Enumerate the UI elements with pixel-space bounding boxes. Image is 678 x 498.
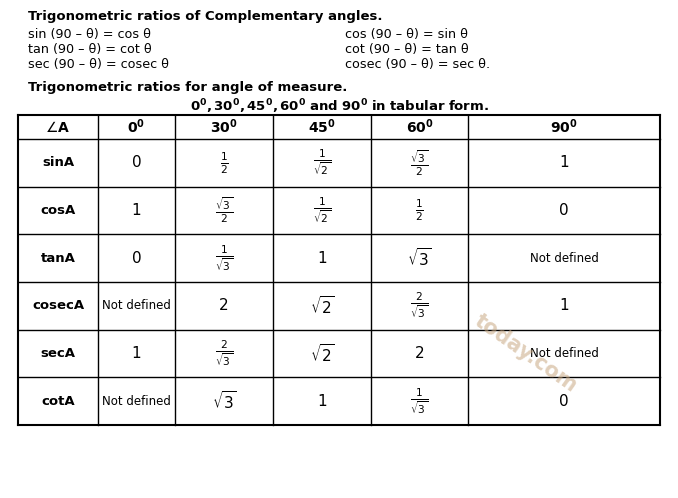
Text: cos (90 – θ) = sin θ: cos (90 – θ) = sin θ — [345, 28, 468, 41]
Text: 1: 1 — [317, 393, 327, 409]
Text: $\mathbf{0^0}$: $\mathbf{0^0}$ — [127, 118, 146, 136]
Text: $\frac{2}{\sqrt{3}}$: $\frac{2}{\sqrt{3}}$ — [215, 339, 233, 368]
Text: $\frac{1}{\sqrt{2}}$: $\frac{1}{\sqrt{2}}$ — [313, 196, 331, 225]
Text: 2: 2 — [219, 298, 228, 313]
Text: Not defined: Not defined — [102, 299, 171, 312]
Text: 0: 0 — [559, 203, 569, 218]
Text: today.com: today.com — [471, 311, 580, 396]
Text: 1: 1 — [317, 250, 327, 265]
Text: 2: 2 — [415, 346, 424, 361]
Text: $\mathbf{60^0}$: $\mathbf{60^0}$ — [405, 118, 433, 136]
Text: secA: secA — [41, 347, 75, 360]
Text: 1: 1 — [132, 203, 141, 218]
Text: $\mathbf{0^0}$$\mathbf{, 30^0, 45^0, 60^0\ and\ 90^0\ in\ tabular\ form.}$: $\mathbf{0^0}$$\mathbf{, 30^0, 45^0, 60^… — [190, 97, 488, 116]
Text: tanA: tanA — [41, 251, 75, 264]
Text: $\frac{2}{\sqrt{3}}$: $\frac{2}{\sqrt{3}}$ — [410, 291, 428, 320]
Text: $\angle$A: $\angle$A — [45, 120, 71, 134]
Text: 0: 0 — [132, 250, 141, 265]
Text: cot (90 – θ) = tan θ: cot (90 – θ) = tan θ — [345, 43, 468, 56]
Bar — [18, 115, 660, 425]
Text: 0: 0 — [132, 155, 141, 170]
Text: $\mathbf{45^0}$: $\mathbf{45^0}$ — [308, 118, 336, 136]
Text: $\frac{\sqrt{3}}{2}$: $\frac{\sqrt{3}}{2}$ — [410, 148, 428, 178]
Text: Trigonometric ratios of Complementary angles.: Trigonometric ratios of Complementary an… — [28, 10, 382, 23]
Text: cosec (90 – θ) = sec θ.: cosec (90 – θ) = sec θ. — [345, 58, 490, 71]
Text: $\sqrt{3}$: $\sqrt{3}$ — [407, 247, 432, 269]
Text: $\frac{1}{\sqrt{3}}$: $\frac{1}{\sqrt{3}}$ — [215, 244, 233, 273]
Text: sin (90 – θ) = cos θ: sin (90 – θ) = cos θ — [28, 28, 151, 41]
Text: $\frac{1}{\sqrt{3}}$: $\frac{1}{\sqrt{3}}$ — [410, 386, 428, 416]
Text: $\sqrt{2}$: $\sqrt{2}$ — [310, 295, 334, 317]
Text: $\sqrt{3}$: $\sqrt{3}$ — [212, 390, 237, 412]
Text: $\mathbf{90^0}$: $\mathbf{90^0}$ — [550, 118, 578, 136]
Text: Not defined: Not defined — [530, 347, 599, 360]
Text: $\sqrt{2}$: $\sqrt{2}$ — [310, 343, 334, 365]
Text: $\frac{\sqrt{3}}{2}$: $\frac{\sqrt{3}}{2}$ — [215, 196, 233, 226]
Text: Not defined: Not defined — [530, 251, 599, 264]
Text: tan (90 – θ) = cot θ: tan (90 – θ) = cot θ — [28, 43, 152, 56]
Text: Trigonometric ratios for angle of measure.: Trigonometric ratios for angle of measur… — [28, 81, 347, 94]
Text: cosA: cosA — [41, 204, 76, 217]
Text: $\frac{1}{2}$: $\frac{1}{2}$ — [415, 198, 424, 223]
Text: $\frac{1}{\sqrt{2}}$: $\frac{1}{\sqrt{2}}$ — [313, 148, 331, 177]
Text: cotA: cotA — [41, 395, 75, 408]
Text: 1: 1 — [132, 346, 141, 361]
Text: $\mathbf{30^0}$: $\mathbf{30^0}$ — [210, 118, 238, 136]
Text: 0: 0 — [559, 393, 569, 409]
Text: 1: 1 — [559, 155, 569, 170]
Text: 1: 1 — [559, 298, 569, 313]
Text: cosecA: cosecA — [32, 299, 84, 312]
Text: Not defined: Not defined — [102, 395, 171, 408]
Text: sec (90 – θ) = cosec θ: sec (90 – θ) = cosec θ — [28, 58, 169, 71]
Text: sinA: sinA — [42, 156, 74, 169]
Text: $\frac{1}{2}$: $\frac{1}{2}$ — [220, 150, 228, 176]
